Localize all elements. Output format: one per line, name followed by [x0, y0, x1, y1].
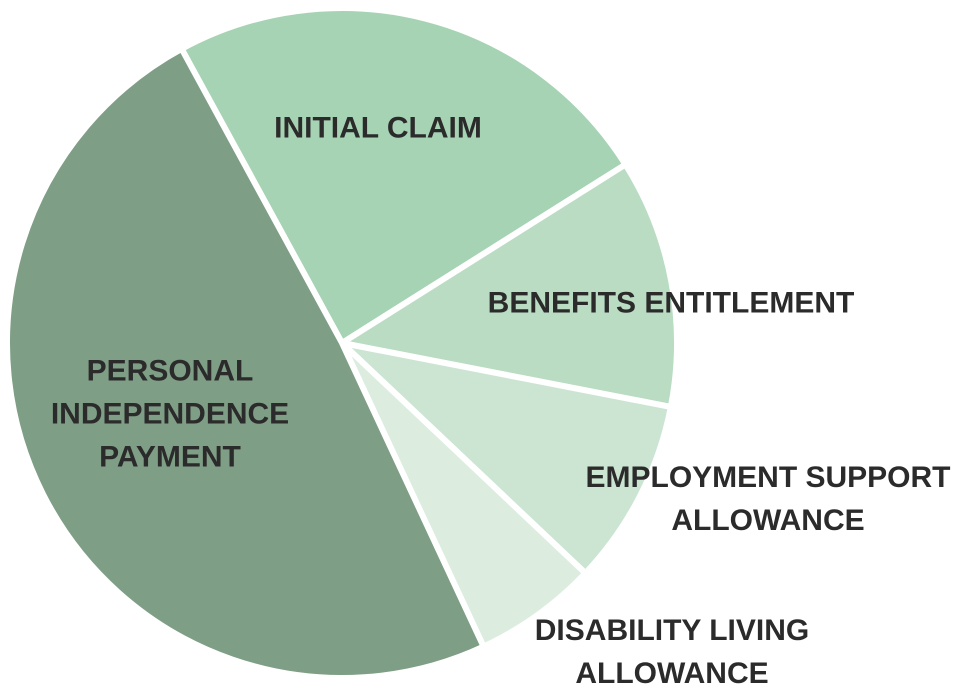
- slice-label: PERSONAL INDEPENDENCE PAYMENT: [50, 354, 290, 474]
- slice-label: BENEFITS ENTITLEMENT: [487, 286, 855, 320]
- pie-slice: [178, 5, 629, 346]
- pie-slice: [339, 340, 674, 577]
- slice-label: EMPLOYMENT SUPPORT ALLOWANCE: [585, 461, 951, 537]
- pie-slice: [4, 45, 487, 681]
- pie-slice: [339, 161, 680, 410]
- slice-label: DISABILITY LIVING ALLOWANCE: [534, 614, 810, 689]
- slice-label: INITIAL CLAIM: [274, 111, 482, 145]
